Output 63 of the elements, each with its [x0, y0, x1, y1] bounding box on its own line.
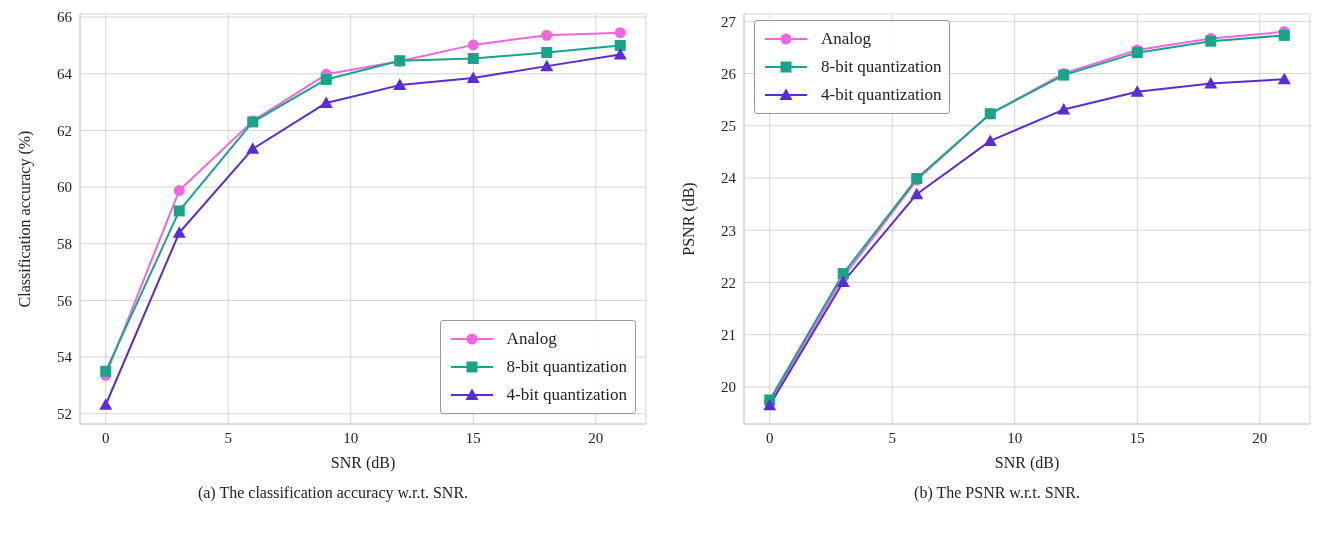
x-axis-title: SNR (dB)	[330, 454, 396, 472]
y-axis-title: PSNR (dB)	[679, 182, 698, 256]
legend-label: 4-bit quantization	[821, 85, 942, 105]
x-tick-label: 10	[343, 429, 359, 446]
point	[173, 205, 185, 217]
point	[614, 39, 626, 51]
text: (a) The classification accuracy w.r.t. SNR.	[196, 484, 470, 502]
x-tick-label: 0	[765, 429, 774, 446]
y-tick-label: 56	[57, 292, 73, 309]
point	[614, 27, 626, 39]
y-tick-label: 62	[57, 122, 72, 139]
y-tick-label: 24	[721, 170, 737, 187]
point	[613, 48, 627, 60]
point	[99, 398, 113, 410]
point	[541, 47, 553, 59]
y-tick-label: 54	[57, 349, 73, 366]
y-tick-label: 26	[721, 65, 737, 82]
y-tick-label: 66	[57, 9, 73, 26]
point	[1057, 103, 1071, 115]
point	[173, 185, 185, 197]
y-tick-label: 27	[721, 13, 737, 30]
legend-label: 8-bit quantization	[506, 357, 627, 377]
x-tick-label: 15	[1129, 429, 1145, 446]
legend-label: Analog	[821, 29, 872, 49]
legend-label: Analog	[506, 329, 557, 349]
point	[1130, 85, 1144, 97]
point	[836, 275, 850, 287]
point	[910, 187, 924, 200]
point	[466, 71, 480, 84]
legend-label: 4-bit quantization	[506, 385, 627, 405]
point	[100, 365, 112, 377]
y-tick-label: 64	[57, 66, 73, 83]
legend-label: 8-bit quantization	[821, 57, 942, 77]
x-tick-label: 15	[465, 429, 481, 446]
point	[1277, 72, 1291, 85]
point	[541, 29, 553, 41]
point	[467, 39, 479, 51]
text: (b) The PSNR w.r.t. SNR.	[913, 484, 1081, 502]
x-tick-label: 5	[224, 429, 232, 446]
point	[246, 142, 260, 154]
x-tick-label: 20	[1252, 429, 1268, 446]
x-tick-label: 0	[101, 429, 110, 446]
point	[467, 52, 479, 64]
y-tick-label: 58	[57, 236, 72, 253]
y-tick-label: 22	[721, 274, 736, 291]
y-axis-title: Classification accuracy (%)	[15, 130, 34, 308]
point	[172, 226, 186, 238]
x-tick-label: 20	[588, 429, 604, 446]
y-tick-label: 25	[721, 118, 736, 135]
y-tick-label: 23	[721, 222, 736, 239]
point	[1204, 76, 1218, 89]
x-tick-label: 5	[888, 429, 896, 446]
point	[393, 78, 407, 91]
point	[540, 59, 554, 72]
x-tick-label: 10	[1007, 429, 1023, 446]
y-tick-label: 60	[57, 179, 72, 196]
y-tick-label: 52	[57, 406, 72, 423]
x-axis-title: SNR (dB)	[994, 454, 1060, 472]
point	[319, 96, 333, 108]
y-tick-label: 21	[721, 327, 736, 344]
point	[983, 134, 997, 146]
y-tick-label: 20	[721, 379, 736, 396]
point	[320, 73, 332, 85]
